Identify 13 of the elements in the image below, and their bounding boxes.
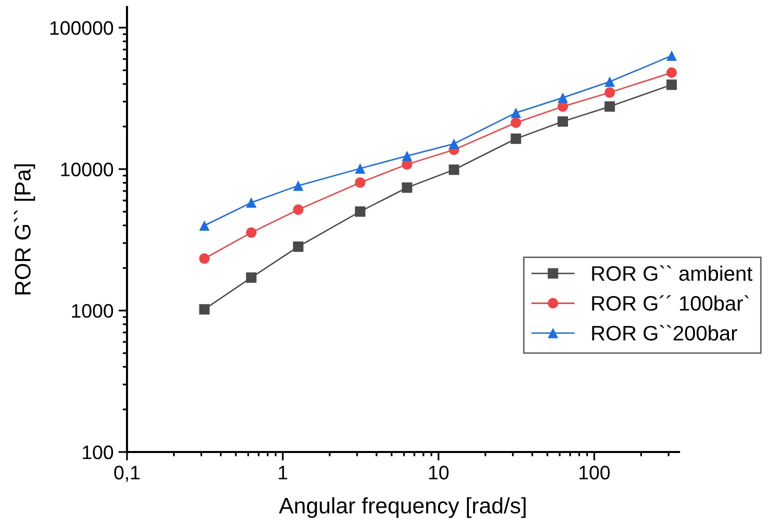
- x-tick-label: 100: [580, 466, 610, 480]
- x-tick-label: 1: [278, 466, 288, 480]
- x-tick-label: 10: [429, 466, 449, 480]
- y-axis-title: ROR G`` [Pa]: [14, 164, 36, 294]
- y-tick-label: 1000: [72, 304, 114, 318]
- legend-label: ROR G``200bar: [592, 325, 738, 341]
- y-tick-label: 10000: [61, 162, 114, 176]
- y-tick-label: 100000: [50, 21, 114, 35]
- x-tick-label: 0,1: [114, 466, 140, 482]
- legend-label: ROR G`` ambient: [592, 265, 752, 281]
- x-axis-title: Angular frequency [rad/s]: [278, 497, 526, 518]
- legend-label: ROR G´´ 100bar`: [592, 295, 749, 311]
- y-tick-label: 100: [82, 445, 114, 460]
